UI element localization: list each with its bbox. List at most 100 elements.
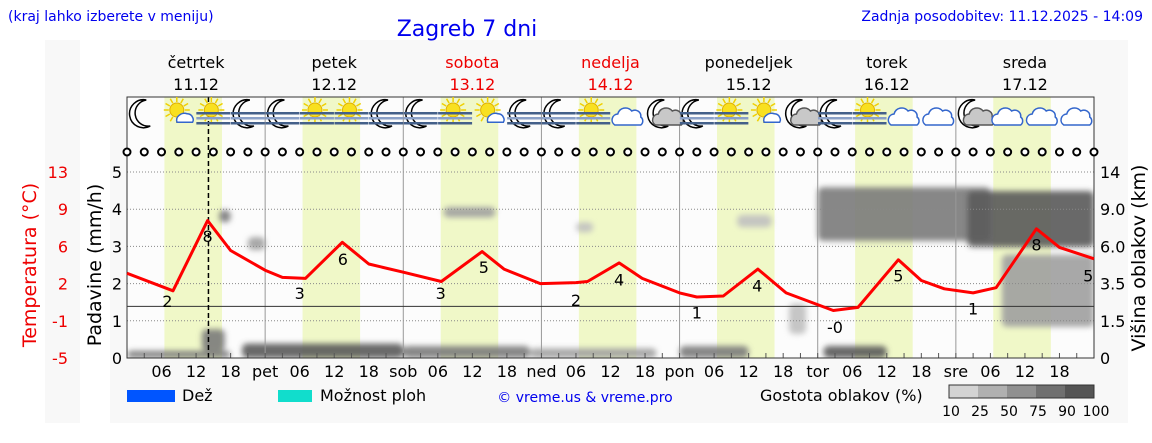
cloud-density-bar xyxy=(948,384,1095,399)
precip-marker xyxy=(226,147,236,157)
temperature-label: 2 xyxy=(571,291,581,310)
cloud-density-label: Gostota oblakov (%) xyxy=(760,386,923,405)
x-hour-tick: 18 xyxy=(220,362,240,381)
precip-marker xyxy=(191,147,201,157)
precip-marker xyxy=(830,147,840,157)
moon-fog-icon xyxy=(265,98,300,129)
cloud-height-tick: 0 xyxy=(1100,349,1110,368)
cloud-height-tick: 6.0 xyxy=(1100,237,1125,256)
precip-marker xyxy=(243,147,253,157)
showers-legend-label: Možnost ploh xyxy=(320,386,426,405)
temp-tick: -5 xyxy=(52,349,68,368)
precip-marker xyxy=(1072,147,1082,157)
temp-tick: 6 xyxy=(58,237,68,256)
cloud-blob xyxy=(242,343,404,358)
cloud-icon xyxy=(887,107,920,126)
moon-fog-icon xyxy=(403,98,438,129)
x-day-tick: sre xyxy=(944,362,968,381)
x-hour-tick: 18 xyxy=(359,362,379,381)
precip-marker xyxy=(623,147,633,157)
location-hint[interactable]: (kraj lahko izberete v meniju) xyxy=(8,9,214,25)
moon-cloud-icon xyxy=(646,98,684,129)
cloud-icon xyxy=(922,107,955,126)
day-name: petek xyxy=(312,53,358,72)
day-date: 12.12 xyxy=(311,75,357,94)
axis-strip xyxy=(80,40,110,423)
precip-tick: 2 xyxy=(112,275,122,294)
temperature-label: 8 xyxy=(202,227,212,246)
cloud-height-axis-label: Višina oblakov (km) xyxy=(1128,165,1150,352)
precip-marker xyxy=(433,147,443,157)
cloud-blob xyxy=(967,191,1094,247)
x-hour-tick: 12 xyxy=(600,362,620,381)
cloud-blob xyxy=(247,237,266,251)
precip-marker xyxy=(364,147,374,157)
day-headers: četrtek 11.12 petek 12.12 sobota 13.12 nedelja… xyxy=(168,53,1048,94)
day-date: 15.12 xyxy=(726,75,772,94)
precip-marker xyxy=(795,147,805,157)
day-name: sreda xyxy=(1003,53,1047,72)
x-hour-tick: 18 xyxy=(1049,362,1069,381)
cloud-density-tick: 50 xyxy=(1000,404,1018,420)
precip-marker xyxy=(847,147,857,157)
cloud-icon xyxy=(991,107,1024,126)
x-hour-tick: 06 xyxy=(980,362,1000,381)
precip-marker xyxy=(157,147,167,157)
cloud-density-swatch xyxy=(1036,385,1065,398)
temp-tick: 2 xyxy=(58,275,68,294)
precip-marker xyxy=(450,147,460,157)
temperature-label: 4 xyxy=(614,270,624,289)
temperature-label: 4 xyxy=(752,277,762,296)
credit-link[interactable]: © vreme.us & vreme.pro xyxy=(497,390,672,406)
cloud-blob xyxy=(737,214,772,228)
temperature-label: 1 xyxy=(968,299,978,318)
sun-cloud-icon xyxy=(163,97,194,123)
precip-marker xyxy=(744,147,754,157)
precip-marker xyxy=(968,147,978,157)
temperature-series: 2 8 3 6 3 5 2 4 1 4 -0 5 1 8 5 xyxy=(126,219,1095,337)
cloud-blob xyxy=(403,346,530,358)
day-date: 13.12 xyxy=(449,75,495,94)
x-hour-tick: 06 xyxy=(289,362,309,381)
precip-tick: 0 xyxy=(112,349,122,368)
precip-marker xyxy=(536,147,546,157)
gridlines xyxy=(126,96,1095,359)
rain-legend-label: Dež xyxy=(182,386,213,405)
moon-fog-icon xyxy=(817,98,852,129)
precip-marker xyxy=(122,147,132,157)
precip-marker xyxy=(502,147,512,157)
precip-marker xyxy=(916,147,926,157)
x-hour-tick: 18 xyxy=(911,362,931,381)
day-name: četrtek xyxy=(168,53,226,72)
precip-marker xyxy=(208,147,218,157)
cloud-density-tick: 75 xyxy=(1029,404,1047,420)
sun-fog-icon xyxy=(714,97,749,125)
precip-marker xyxy=(277,147,287,157)
precip-marker xyxy=(675,147,685,157)
sun-fog-icon xyxy=(438,97,473,125)
precip-tick: 1 xyxy=(112,312,122,331)
legend: Dež Možnost ploh © vreme.us & vreme.pro Gos… xyxy=(127,384,1109,420)
precip-marker xyxy=(1003,147,1013,157)
cloud-blob xyxy=(817,187,991,241)
temp-tick: -1 xyxy=(52,312,68,331)
cloud-blob xyxy=(443,206,496,218)
precip-marker xyxy=(329,147,339,157)
moon-fog-icon xyxy=(679,98,714,129)
sun-fog-icon xyxy=(576,97,611,125)
precip-marker xyxy=(519,147,529,157)
day-date: 17.12 xyxy=(1002,75,1048,94)
day-name: nedelja xyxy=(581,53,640,72)
precip-markers xyxy=(122,147,1099,157)
moon-icon xyxy=(128,98,151,129)
moon-fog-icon xyxy=(541,98,576,129)
precip-marker xyxy=(260,147,270,157)
temperature-label: 3 xyxy=(295,284,305,303)
x-hour-tick: 06 xyxy=(842,362,862,381)
precip-marker xyxy=(761,147,771,157)
temp-tick: 9 xyxy=(58,200,68,219)
precip-tick: 3 xyxy=(112,237,122,256)
precip-marker xyxy=(726,147,736,157)
precip-marker xyxy=(1037,147,1047,157)
precip-marker xyxy=(416,147,426,157)
